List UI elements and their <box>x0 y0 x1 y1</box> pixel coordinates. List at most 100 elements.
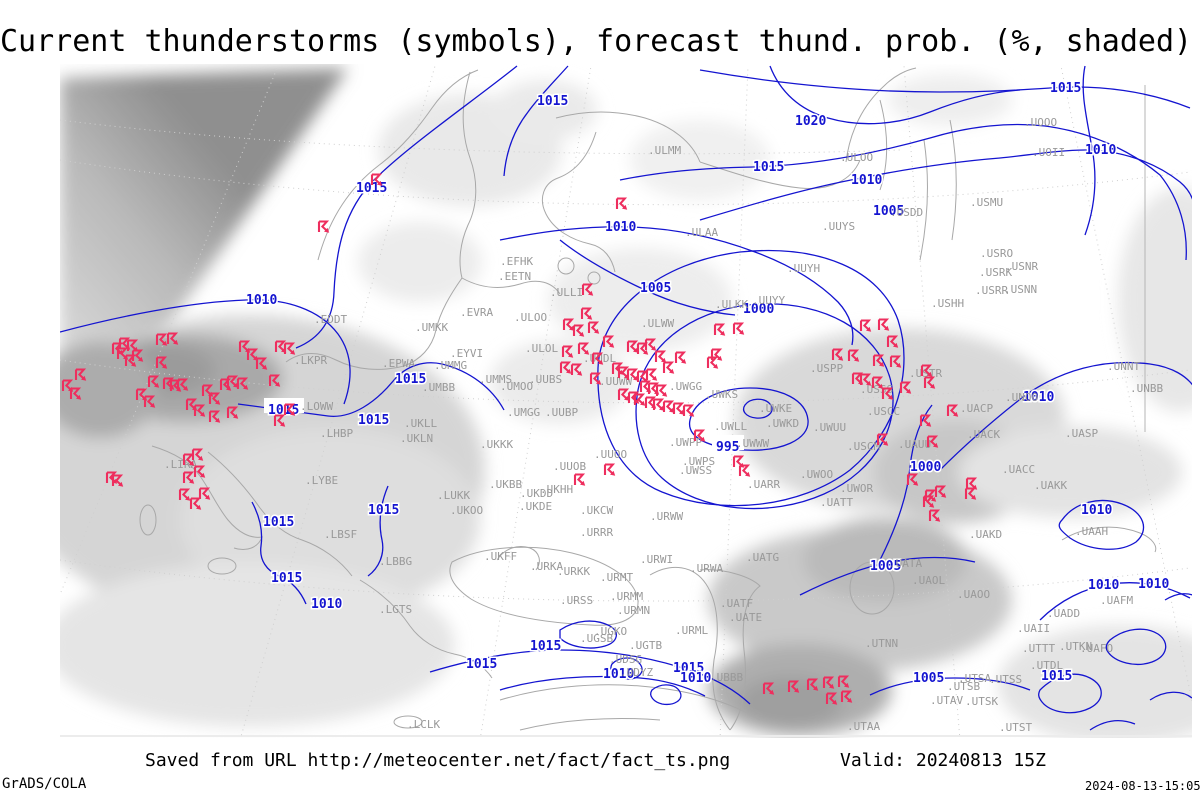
station-label: .LUKK <box>437 489 470 502</box>
thunderstorm-symbol <box>645 368 659 382</box>
station-label: .UKKK <box>480 438 513 451</box>
station-label: .URML <box>675 624 708 637</box>
station-label: .UMGG <box>507 406 540 419</box>
station-label: .UUBS <box>529 373 562 386</box>
station-label: .UWOR <box>840 482 873 495</box>
isobar-label: 1010 <box>1081 503 1112 518</box>
station-label: .UGSB <box>580 632 613 645</box>
thunderstorm-symbol <box>662 400 676 414</box>
thunderstorm-symbol <box>706 356 720 370</box>
isobar-label: 1005 <box>873 204 904 219</box>
isobar-label: 1010 <box>1085 143 1116 158</box>
isobar-label: 1010 <box>603 667 634 682</box>
station-label: .UACK <box>967 428 1000 441</box>
station-label: .URMM <box>610 590 643 603</box>
station-label: .UKCW <box>580 504 613 517</box>
station-label: .UKHH <box>540 483 573 496</box>
graticule-layer <box>60 65 1192 738</box>
station-label: .LCLK <box>407 718 440 731</box>
station-label: .LOWW <box>300 400 333 413</box>
station-label: .UAKK <box>1034 479 1067 492</box>
station-label: .URMT <box>600 571 633 584</box>
isobar-label: 1010 <box>1138 577 1169 592</box>
station-label: .LBSF <box>324 528 357 541</box>
station-label: .UWWW <box>736 437 769 450</box>
station-label: .USNN <box>1004 283 1037 296</box>
station-label: .LHBP <box>320 427 353 440</box>
station-label: .UTSS <box>989 673 1022 686</box>
station-label: .LYBE <box>305 474 338 487</box>
saved-from-url-text: Saved from URL http://meteocenter.net/fa… <box>145 750 731 771</box>
station-label: .UDSG <box>609 653 642 666</box>
isobar-label: 1015 <box>395 372 426 387</box>
station-label: .ULKK <box>715 298 748 311</box>
station-label: .UNNT <box>1107 360 1140 373</box>
station-label: .UACP <box>960 402 993 415</box>
isobar-label: 1010 <box>1088 578 1119 593</box>
station-label: .UWLL <box>714 420 747 433</box>
station-label: .UTST <box>999 721 1032 734</box>
isobar-label: 1020 <box>795 114 826 129</box>
station-label: .UUDL <box>583 352 616 365</box>
isobar-label: 1015 <box>530 639 561 654</box>
isobar-label: 1015 <box>537 94 568 109</box>
station-label: .UATE <box>729 611 762 624</box>
station-label: .UTNN <box>865 637 898 650</box>
station-label: .ULOL <box>525 342 558 355</box>
station-label: .UACC <box>1002 463 1035 476</box>
station-label: .UARR <box>747 478 780 491</box>
station-label: .ULAA <box>685 226 718 239</box>
station-label: .URKK <box>557 565 590 578</box>
isobar-label: 1010 <box>605 220 636 235</box>
isobar-label: 1000 <box>743 302 774 317</box>
isobar-label: 1010 <box>680 671 711 686</box>
station-label: .UTTT <box>1022 642 1055 655</box>
isobar-label: 1015 <box>466 657 497 672</box>
isobar-label: 1010 <box>246 293 277 308</box>
station-label: .LGTS <box>379 603 412 616</box>
station-label: .ULOO <box>840 151 873 164</box>
station-label: .EPWA <box>382 357 415 370</box>
isobar-label: 1015 <box>673 661 704 676</box>
station-label: .UKDE <box>519 500 552 513</box>
station-label: .UMBB <box>422 381 455 394</box>
isobar-label: 1010 <box>851 173 882 188</box>
station-label: .UWGG <box>669 380 702 393</box>
station-label: .USRK <box>979 266 1012 279</box>
station-label: .UATA <box>889 557 922 570</box>
station-label: .EDDT <box>314 313 347 326</box>
station-label: .UUYS <box>822 220 855 233</box>
station-label: .UAUU <box>898 438 931 451</box>
station-label: .UKLL <box>404 417 437 430</box>
station-label: .UBBB <box>710 671 743 684</box>
isobar-label: 1015 <box>1041 669 1072 684</box>
station-label: .URMN <box>617 604 650 617</box>
thunderstorm-symbol <box>732 322 746 336</box>
station-label: .USMU <box>970 196 1003 209</box>
station-label: .UWSS <box>679 464 712 477</box>
station-label: .USRO <box>980 247 1013 260</box>
thunderstorm-symbol <box>672 402 686 416</box>
station-label: .UUYY <box>752 294 785 307</box>
station-label: .ULWW <box>641 317 674 330</box>
station-label: .UNOO <box>1005 391 1038 404</box>
station-label: .UKDD <box>520 487 553 500</box>
thunderstorm-symbol <box>654 350 668 364</box>
probability-shading-layer <box>60 68 1192 738</box>
station-label: .UATF <box>720 597 753 610</box>
station-label: .USNR <box>1005 260 1038 273</box>
station-label: .UASP <box>1065 427 1098 440</box>
station-label: .UATG <box>746 551 779 564</box>
station-label: .LKPR <box>294 354 327 367</box>
station-label: .UNBB <box>1130 382 1163 395</box>
station-label: .UDYZ <box>620 666 653 679</box>
isobar-label: 1015 <box>358 413 389 428</box>
thunderstorm-symbol <box>652 398 666 412</box>
station-label: .UAKD <box>969 528 1002 541</box>
station-label: .USPP <box>810 362 843 375</box>
isobar-label: 1010 <box>311 597 342 612</box>
station-label: .UUYH <box>787 262 820 275</box>
station-label: .UMMS <box>479 373 512 386</box>
station-label: .ULMM <box>648 144 681 157</box>
